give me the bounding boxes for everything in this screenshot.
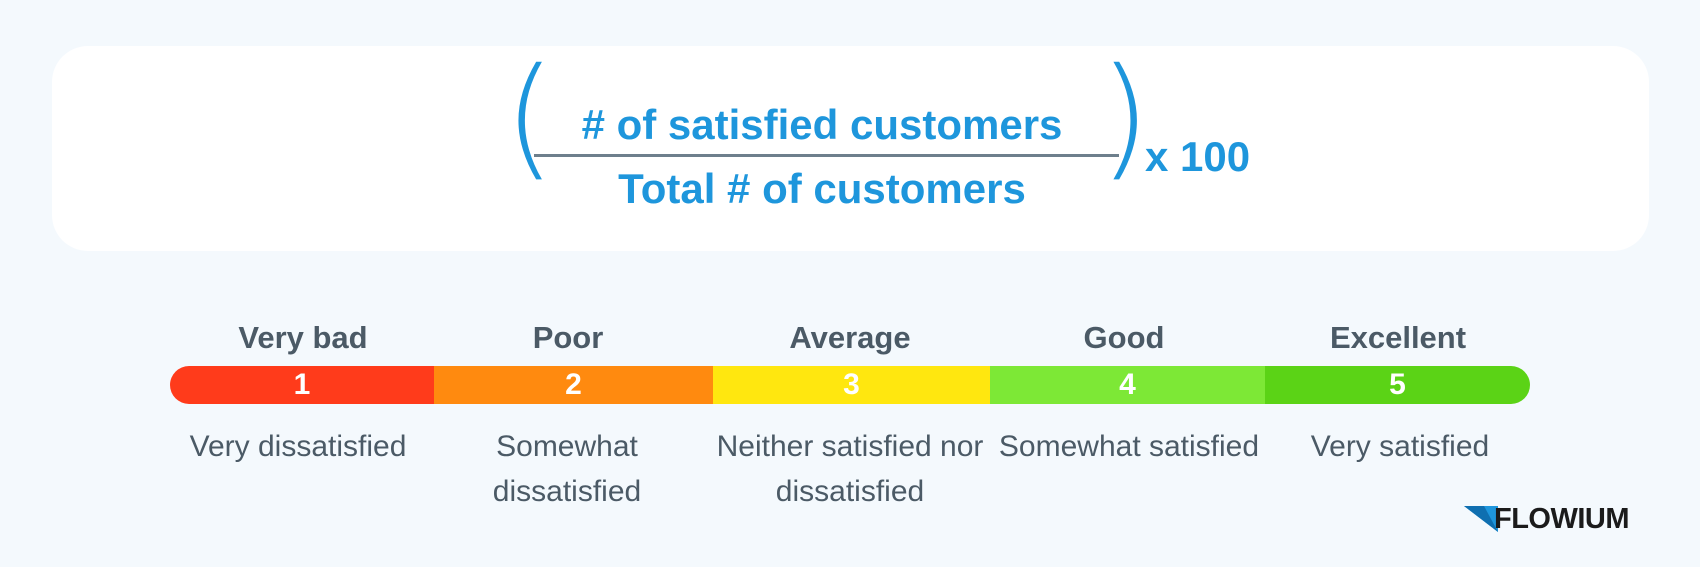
formula-numerator: # of satisfied customers — [581, 101, 1063, 148]
fraction-bar — [534, 154, 1119, 157]
scale-segment-5: 5 — [1265, 366, 1530, 404]
level-title-4: Good — [1083, 320, 1165, 355]
formula-card: ( # of satisfied customers Total # of cu… — [52, 46, 1649, 251]
flowium-logo: FLOWIUM — [1464, 502, 1630, 535]
level-title-1: Very bad — [238, 320, 368, 355]
level-description-4: Somewhat satisfied — [998, 430, 1260, 463]
satisfaction-scale: 1 2 3 4 5 — [170, 366, 1530, 404]
left-parenthesis: ( — [504, 40, 556, 194]
scale-segment-2: 2 — [434, 366, 713, 404]
flowium-logo-icon — [1464, 506, 1498, 532]
level-description-1: Very dissatisfied — [189, 430, 407, 463]
level-description-2: Somewhat dissatisfied — [492, 430, 642, 508]
level-description-3: Neither satisfied nor dissatisfied — [716, 430, 984, 508]
level-title-5: Excellent — [1329, 320, 1467, 355]
right-parenthesis: ) — [1099, 40, 1151, 194]
scale-segment-3: 3 — [713, 366, 990, 404]
formula-multiplier: x 100 — [1145, 133, 1251, 180]
formula-denominator: Total # of customers — [618, 165, 1026, 212]
logo-wordmark: FLOWIUM — [1494, 502, 1630, 535]
level-description-5: Very satisfied — [1310, 430, 1490, 463]
scale-segment-1: 1 — [170, 366, 434, 404]
level-title-2: Poor — [532, 320, 604, 355]
level-title-3: Average — [789, 320, 911, 355]
scale-segment-4: 4 — [990, 366, 1265, 404]
